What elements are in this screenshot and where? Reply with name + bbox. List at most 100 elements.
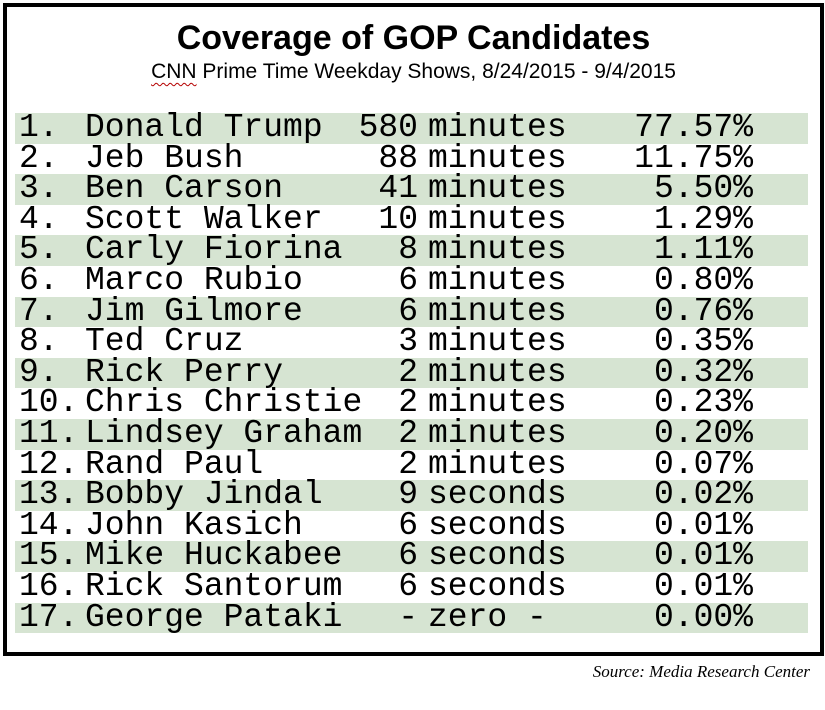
candidate-name: Ben Carson (85, 170, 284, 208)
candidate-name: Marco Rubio (85, 261, 303, 299)
percent-cell: 0.35% (653, 323, 753, 361)
time-value: 3 (398, 323, 418, 361)
rank-cell: 16. (19, 567, 79, 605)
candidate-name: Donald Trump (85, 109, 323, 146)
candidate-name: George Pataki (85, 598, 343, 636)
rank-cell: 6. (19, 261, 59, 299)
percent-cell: 77.57% (634, 109, 753, 146)
percent-cell: 0.23% (653, 384, 753, 422)
time-unit: seconds (428, 506, 567, 544)
time-value: 2 (398, 384, 418, 422)
subtitle: CNN Prime Time Weekday Shows, 8/24/2015 … (7, 58, 820, 86)
subtitle-cnn-text: CNN (151, 60, 197, 83)
rank-cell: 2. (19, 139, 59, 177)
candidate-name: Rick Santorum (85, 567, 343, 605)
time-unit: minutes (428, 200, 567, 238)
table-row: 10. Chris Christie 2 minutes 0.23% (15, 384, 808, 422)
rank-cell: 5. (19, 231, 59, 269)
rank-cell: 9. (19, 353, 59, 391)
table-row: 13. Bobby Jindal 9 seconds 0.02% (15, 476, 808, 514)
table-row: 5. Carly Fiorina 8 minutes 1.11% (15, 231, 808, 269)
table-row: 16. Rick Santorum 6 seconds 0.01% (15, 567, 808, 605)
candidate-name: John Kasich (85, 506, 303, 544)
time-unit: minutes (428, 139, 567, 177)
time-value: 41 (378, 170, 418, 208)
candidate-name: Lindsey Graham (85, 414, 363, 452)
candidate-name: Rand Paul (85, 445, 264, 483)
time-unit: minutes (428, 261, 567, 299)
time-unit: seconds (428, 476, 567, 514)
candidate-name: Scott Walker (85, 200, 323, 238)
time-value: 10 (378, 200, 418, 238)
table-row: 3. Ben Carson 41 minutes 5.50% (15, 170, 808, 208)
time-unit: minutes (428, 384, 567, 422)
time-unit: minutes (428, 231, 567, 269)
rank-cell: 7. (19, 292, 59, 330)
table-row: 15. Mike Huckabee 6 seconds 0.01% (15, 537, 808, 575)
time-value: 6 (398, 261, 418, 299)
time-value: 2 (398, 353, 418, 391)
time-value: 2 (398, 414, 418, 452)
table-row: 1. Donald Trump 580 minutes 77.57% (15, 109, 808, 146)
percent-cell: 0.20% (653, 414, 753, 452)
table-row: 6. Marco Rubio 6 minutes 0.80% (15, 261, 808, 299)
table-row: 7. Jim Gilmore 6 minutes 0.76% (15, 292, 808, 330)
time-value: 6 (398, 506, 418, 544)
table-row: 12. Rand Paul 2 minutes 0.07% (15, 445, 808, 483)
percent-cell: 0.07% (653, 445, 753, 483)
time-unit: seconds (428, 537, 567, 575)
time-value: - (398, 598, 418, 636)
time-unit: minutes (428, 109, 567, 146)
rank-cell: 1. (19, 109, 59, 146)
table-row: 9. Rick Perry 2 minutes 0.32% (15, 353, 808, 391)
rank-cell: 17. (19, 598, 79, 636)
time-unit: minutes (428, 292, 567, 330)
rank-cell: 3. (19, 170, 59, 208)
time-value: 6 (398, 537, 418, 575)
table-row: 4. Scott Walker 10 minutes 1.29% (15, 200, 808, 238)
table-row: 8. Ted Cruz 3 minutes 0.35% (15, 323, 808, 361)
time-value: 6 (398, 292, 418, 330)
time-unit: zero - (428, 598, 547, 636)
rank-cell: 12. (19, 445, 79, 483)
percent-cell: 5.50% (653, 170, 753, 208)
source-attribution: Source: Media Research Center (592, 662, 810, 681)
candidate-name: Bobby Jindal (85, 476, 323, 514)
candidate-name: Chris Christie (85, 384, 363, 422)
time-unit: minutes (428, 445, 567, 483)
time-value: 88 (378, 139, 418, 177)
candidate-name: Jeb Bush (85, 139, 244, 177)
table-frame: Coverage of GOP Candidates CNN Prime Tim… (3, 3, 824, 656)
candidate-name: Ted Cruz (85, 323, 244, 361)
rank-cell: 15. (19, 537, 79, 575)
percent-cell: 0.02% (653, 476, 753, 514)
time-value: 2 (398, 445, 418, 483)
percent-cell: 0.01% (653, 506, 753, 544)
percent-cell: 0.32% (653, 353, 753, 391)
percent-cell: 1.11% (653, 231, 753, 269)
percent-cell: 0.00% (653, 598, 753, 636)
time-unit: minutes (428, 353, 567, 391)
table-row: 2. Jeb Bush 88 minutes 11.75% (15, 139, 808, 177)
candidate-name: Mike Huckabee (85, 537, 343, 575)
rank-cell: 10. (19, 384, 79, 422)
time-value: 6 (398, 567, 418, 605)
percent-cell: 0.01% (653, 567, 753, 605)
percent-cell: 11.75% (634, 139, 753, 177)
table-row: 14. John Kasich 6 seconds 0.01% (15, 506, 808, 544)
candidate-name: Jim Gilmore (85, 292, 303, 330)
time-unit: minutes (428, 170, 567, 208)
candidate-name: Carly Fiorina (85, 231, 343, 269)
rank-cell: 8. (19, 323, 59, 361)
time-unit: minutes (428, 323, 567, 361)
candidate-name: Rick Perry (85, 353, 284, 391)
candidate-table: 1. Donald Trump 580 minutes 77.57% 2. Jeb Bush… (15, 109, 808, 636)
time-unit: minutes (428, 414, 567, 452)
percent-cell: 0.80% (653, 261, 753, 299)
time-value: 9 (398, 476, 418, 514)
time-value: 8 (398, 231, 418, 269)
percent-cell: 0.01% (653, 537, 753, 575)
subtitle-rest-text: Prime Time Weekday Shows, 8/24/2015 - 9/… (196, 60, 676, 83)
percent-cell: 0.76% (653, 292, 753, 330)
